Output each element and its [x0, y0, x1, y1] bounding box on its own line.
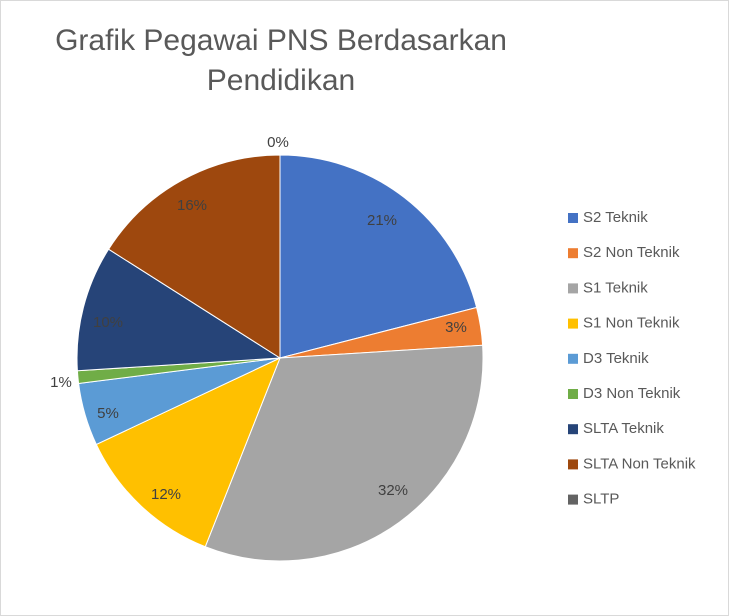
- legend-label-1: S2 Teknik: [583, 209, 648, 226]
- legend-label-7: SLTA Teknik: [583, 420, 664, 437]
- legend-label-2: S2 Non Teknik: [583, 244, 680, 261]
- legend-label-3: S1 Teknik: [583, 279, 648, 296]
- pie-slice-7: [76, 248, 282, 372]
- legend-swatch-9: [568, 494, 578, 505]
- legend-swatch-7: [568, 424, 578, 435]
- legend-label-5: D3 Teknik: [583, 350, 649, 367]
- data-label-3: 32%: [378, 482, 408, 499]
- legend-label-8: SLTA Non Teknik: [583, 455, 696, 472]
- legend-swatch-5: [568, 353, 578, 364]
- pie-slice-3: [204, 344, 484, 562]
- data-label-6: 1%: [50, 374, 72, 391]
- legend-label-9: SLTP: [583, 491, 619, 508]
- data-label-9: 0%: [267, 134, 289, 151]
- legend-swatch-1: [568, 213, 578, 223]
- data-label-7: 10%: [93, 314, 123, 331]
- legend-swatch-3: [568, 283, 578, 294]
- data-label-8: 16%: [177, 197, 207, 214]
- data-label-2: 3%: [445, 319, 467, 336]
- pie-slice-4: [95, 357, 281, 548]
- legend-swatch-8: [568, 459, 578, 470]
- data-label-5: 5%: [97, 405, 119, 422]
- data-label-1: 21%: [367, 212, 397, 229]
- pie-slice-8: [107, 154, 281, 359]
- legend-swatch-2: [568, 248, 578, 259]
- legend-swatch-4: [568, 318, 578, 329]
- legend-swatch-6: [568, 389, 578, 399]
- legend-label-4: S1 Non Teknik: [583, 315, 680, 332]
- chart-title: Grafik Pegawai PNS Berdasarkan Pendidika…: [55, 24, 507, 97]
- pie-slice-1: [279, 154, 478, 359]
- legend-label-6: D3 Non Teknik: [583, 385, 681, 402]
- data-label-4: 12%: [151, 486, 181, 503]
